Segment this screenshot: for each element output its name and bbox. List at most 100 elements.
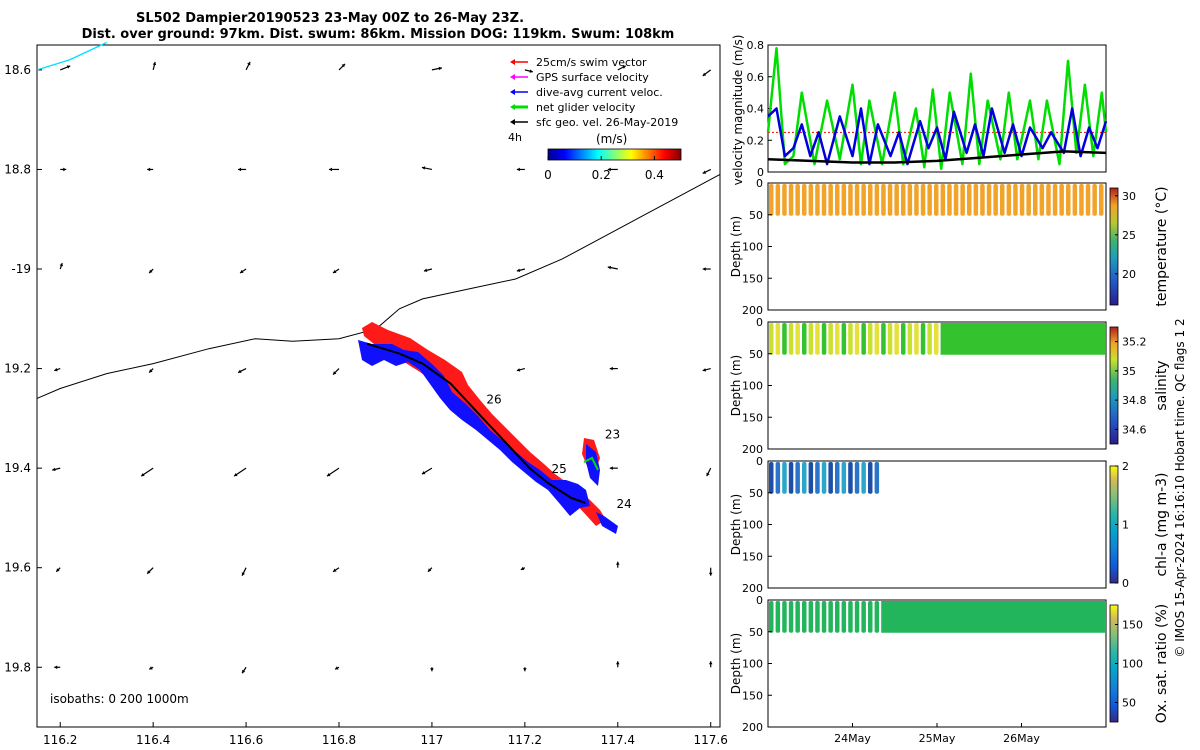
colorbar-tick-label: 35 (1122, 365, 1136, 378)
section-profile (788, 601, 794, 633)
section-profile (854, 601, 860, 633)
section-profile (788, 323, 794, 355)
section-profile (841, 462, 847, 494)
section-y-tick-label: 0 (756, 455, 763, 468)
current-vector-cloud-tip (586, 444, 600, 486)
geo-vector-head (622, 65, 626, 69)
geo-vector-head (147, 167, 151, 172)
section-profile (769, 601, 774, 633)
map-x-tick-label: 117.4 (601, 733, 635, 747)
section-profile (769, 323, 774, 355)
velocity-y-tick-label: 0.6 (747, 71, 765, 84)
map-axes-frame (36, 44, 721, 728)
section-y-tick-label: 0 (756, 316, 763, 329)
geo-vector-head (149, 369, 153, 373)
section-profile (868, 462, 873, 494)
geo-vector-head (421, 471, 426, 475)
speed-colorbar (547, 148, 682, 161)
colorbar-tick-label: 25 (1122, 229, 1136, 242)
section-profile (848, 184, 853, 216)
velocity-series (766, 46, 1108, 171)
section-profile (1013, 184, 1018, 216)
current-vector-cloud-main (358, 340, 590, 516)
geo-vector-head (149, 269, 153, 274)
section-colorbar-label: chl-a (mg m-3) (1154, 472, 1170, 576)
section-profile (795, 462, 800, 494)
section-profile (874, 601, 880, 633)
section-salinity: 0 50 100 150 200 Depth (m) 35.2 35 34.8 34.6 salin… (729, 316, 1170, 456)
colorbar-tick-label: 0.4 (645, 168, 664, 182)
geo-vector-head (59, 263, 63, 267)
section-profile (868, 184, 873, 216)
section-y-tick-label: 100 (742, 380, 763, 393)
geo-vector-head (708, 572, 713, 576)
velocity-ylabel: velocity magnitude (m/s) (731, 35, 745, 186)
time-tick-label: 25May (919, 732, 956, 745)
section-y-tick-label: 50 (749, 348, 763, 361)
section-profile (1079, 184, 1084, 216)
section-profile (1000, 184, 1005, 216)
section-profile (1019, 184, 1025, 216)
section-ylabel: Depth (m) (729, 633, 743, 694)
section-profile (920, 323, 926, 355)
section-profile (1026, 184, 1031, 216)
geo-vector-head (341, 63, 346, 68)
colorbar-tick-label: 1 (1122, 519, 1129, 532)
colorbar-tick-label: 2 (1122, 460, 1129, 473)
section-y-tick-label: 0 (756, 177, 763, 190)
section-profile (894, 184, 899, 216)
section-y-tick-label: 0 (756, 594, 763, 607)
section-profile (828, 184, 833, 216)
section-profile (808, 184, 814, 216)
day-label: 26 (486, 392, 501, 406)
map-x-tick-label: 116.8 (322, 733, 356, 747)
velocity-series-line (766, 46, 1108, 171)
section-profile (821, 462, 827, 494)
section-profile (907, 323, 913, 355)
section-profile (782, 184, 787, 216)
map-panel: 116.2 116.4 116.6 116.8 117 117.2 117.4 117.6 1… (4, 41, 728, 747)
geo-vector-head (516, 268, 521, 273)
section-profile (788, 462, 794, 494)
day-labels: 23 24 25 26 (486, 392, 631, 511)
geo-vector-head (333, 371, 337, 375)
section-profile (808, 323, 814, 355)
section-profile (821, 601, 827, 633)
section-profile (775, 323, 781, 355)
isobaths-label: isobaths: 0 200 1000m (50, 692, 189, 706)
geo-vector-head (327, 472, 331, 477)
map-x-ticks: 116.2 116.4 116.6 116.8 117 117.2 117.4 117.6 (43, 722, 728, 747)
colorbar-tick-label: 150 (1122, 619, 1143, 632)
section-profile-block (881, 601, 1105, 633)
section-profile (854, 184, 860, 216)
geo-vector-head (52, 467, 56, 472)
net-velocity-segment (583, 456, 599, 471)
section-profile (815, 184, 820, 216)
figure-title-line2: Dist. over ground: 97km. Dist. swum: 86k… (82, 27, 675, 42)
section-colorbar-label: salinity (1154, 360, 1170, 410)
map-y-tick-label: -19 (11, 262, 31, 276)
map-y-tick-label: 19.4 (4, 461, 31, 475)
section-profile (802, 184, 807, 216)
section-profile (835, 601, 840, 633)
map-y-tick-label: 18.8 (4, 162, 31, 176)
geo-vector-head (333, 269, 337, 274)
section-profile (953, 184, 959, 216)
legend-arrowhead (510, 89, 515, 95)
current-vector-cloud-tail (596, 512, 618, 534)
section-profile (782, 323, 787, 355)
section-y-tick-label: 200 (742, 721, 763, 734)
section-profile (993, 184, 998, 216)
section-chl-a: 0 50 100 150 200 Depth (m) 2 1 0 chl-a (mg m-3) (729, 455, 1170, 595)
time-tick-label: 26May (1003, 732, 1040, 745)
section-profile (1092, 184, 1097, 216)
section-y-tick-label: 50 (749, 626, 763, 639)
legend-label: sfc geo. vel. 26-May-2019 (536, 116, 678, 129)
geo-vector-head (516, 167, 520, 172)
geo-vector-head (56, 568, 60, 572)
colorbar-tick-label: 35.2 (1122, 336, 1147, 349)
geo-vector-head (520, 566, 525, 570)
legend-label: 25cm/s swim vector (536, 56, 647, 69)
section-profile (815, 601, 820, 633)
map-x-tick-label: 116.6 (229, 733, 263, 747)
